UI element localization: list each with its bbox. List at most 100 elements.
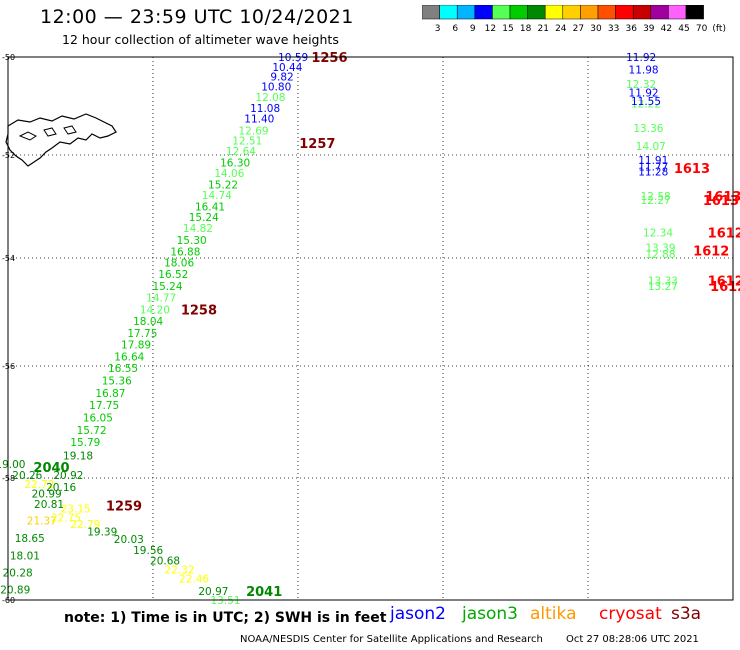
pass-number: 1613 — [703, 194, 739, 209]
satellite-altika: altika — [530, 604, 577, 624]
legend-label: 70 — [696, 24, 708, 34]
swh-reading: 22.79 — [70, 519, 100, 531]
satellite-jason2: jason2 — [390, 604, 446, 624]
legend-label: 12 — [485, 24, 496, 34]
pass-number: 1612 — [710, 280, 740, 295]
pass-number: 1256 — [311, 51, 347, 66]
note-text: note: 1) Time is in UTC; 2) SWH is in fe… — [64, 610, 387, 626]
legend-swatch — [685, 5, 704, 20]
swh-reading: 12.34 — [643, 227, 673, 239]
legend-label: 36 — [625, 24, 637, 34]
wave-height-readings: 10.5910.449.8210.8012.0811.0811.4012.691… — [0, 52, 678, 605]
legend-label: 15 — [502, 24, 513, 34]
wave-height-map[interactable]: -60-57-54-51-48-45-50-52-54-56-58-60 10.… — [0, 0, 740, 605]
legend-label: 33 — [608, 24, 619, 34]
swh-reading: 20.81 — [34, 499, 64, 511]
swh-reading: 22.75 — [51, 513, 81, 525]
swh-reading: 11.91 — [638, 155, 668, 167]
page-subtitle: 12 hour collection of altimeter wave hei… — [62, 32, 339, 47]
swh-reading: 15.24 — [189, 212, 219, 224]
swh-reading: 19.00 — [0, 459, 25, 471]
swh-reading: 20.26 — [12, 470, 42, 482]
swh-reading: 17.75 — [89, 400, 119, 412]
satellite-cryosat: cryosat — [599, 604, 662, 624]
legend-label: 9 — [470, 24, 476, 34]
swh-reading: 15.24 — [152, 281, 182, 293]
swh-reading: 19.39 — [87, 527, 117, 539]
swh-reading: 10.59 — [278, 52, 308, 64]
swh-reading: 16.41 — [195, 202, 225, 214]
swh-reading: 12.22 — [631, 99, 661, 111]
swh-reading: 15.72 — [77, 425, 107, 437]
legend-label: 45 — [678, 24, 689, 34]
pass-number: 1613 — [674, 162, 710, 177]
swh-reading: 12.27 — [641, 195, 671, 207]
legend-label: 6 — [452, 24, 458, 34]
swh-reading: 11.08 — [250, 103, 280, 115]
pass-number: 1612 — [708, 226, 740, 241]
swh-reading: 19.18 — [63, 451, 93, 463]
swh-reading: 22.46 — [179, 574, 209, 586]
pass-number: 1257 — [299, 137, 335, 152]
swh-reading: 14.74 — [202, 190, 232, 202]
swh-reading: 16.64 — [114, 351, 144, 363]
pass-number: 1258 — [181, 303, 217, 318]
lat-tick-label: -56 — [2, 362, 15, 371]
swh-reading: 11.77 — [638, 161, 668, 173]
swh-reading: 18.06 — [164, 257, 194, 269]
swh-reading: 12.88 — [645, 249, 675, 261]
swh-reading: 13.39 — [645, 243, 675, 255]
swh-reading: 13.33 — [648, 276, 678, 288]
pass-number: 1613 — [705, 190, 740, 205]
swh-reading: 20.92 — [53, 470, 83, 482]
swh-reading: 12.58 — [641, 191, 671, 203]
timestamp-text: Oct 27 08:28:06 UTC 2021 — [566, 634, 699, 645]
pass-number: 2040 — [33, 461, 69, 476]
swh-reading: 18.65 — [15, 533, 45, 545]
swh-reading: 16.55 — [108, 363, 138, 375]
legend-label: 39 — [643, 24, 655, 34]
falkland-islands-coastline — [5, 113, 117, 167]
swh-reading: 9.82 — [270, 72, 293, 84]
swh-reading: 21.37 — [27, 516, 57, 528]
swh-reading: 18.04 — [133, 316, 163, 328]
legend-label: 3 — [435, 24, 441, 34]
swh-reading: 22.72 — [24, 479, 54, 491]
swh-reading: 20.99 — [32, 488, 62, 500]
legend-label: 30 — [590, 24, 602, 34]
page-title: 12:00 — 23:59 UTC 10/24/2021 — [40, 6, 354, 28]
swh-reading: 20.03 — [114, 534, 144, 546]
credit-text: NOAA/NESDIS Center for Satellite Applica… — [240, 634, 543, 645]
lat-tick-label: -54 — [2, 254, 15, 263]
swh-reading: 16.87 — [95, 388, 125, 400]
swh-reading: 14.06 — [214, 168, 244, 180]
swh-reading: 17.75 — [127, 328, 157, 340]
pass-number-labels: 1256125712582040125920411613161316131612… — [33, 51, 740, 600]
swh-reading: 12.32 — [626, 79, 656, 91]
legend-label: (ft) — [712, 24, 726, 34]
legend-label: 27 — [573, 24, 584, 34]
pass-number: 1612 — [693, 244, 729, 259]
swh-reading: 20.68 — [150, 555, 180, 567]
swh-reading: 13.27 — [648, 281, 678, 293]
pass-number: 1612 — [708, 275, 740, 290]
swh-reading: 15.79 — [70, 437, 100, 449]
swh-reading: 11.28 — [638, 166, 668, 178]
legend-label: 24 — [555, 24, 567, 34]
pass-number: 1259 — [106, 499, 142, 514]
map-grid: -60-57-54-51-48-45-50-52-54-56-58-60 — [2, 53, 734, 605]
swh-reading: 17.89 — [121, 339, 151, 351]
swh-reading: 16.52 — [158, 269, 188, 281]
lat-tick-label: -58 — [2, 474, 15, 483]
swh-reading: 14.77 — [146, 292, 176, 304]
swh-reading: 16.30 — [220, 158, 250, 170]
swh-reading: 13.36 — [633, 123, 663, 135]
map-frame — [7, 56, 734, 601]
swh-reading: 11.92 — [629, 87, 659, 99]
swh-reading: 23.15 — [61, 504, 91, 516]
swh-reading: 14.20 — [140, 304, 170, 316]
legend-label: 21 — [537, 24, 548, 34]
swh-reading: 12.64 — [226, 146, 256, 158]
swh-reading: 19.56 — [133, 545, 163, 557]
swh-reading: 11.92 — [626, 52, 656, 64]
